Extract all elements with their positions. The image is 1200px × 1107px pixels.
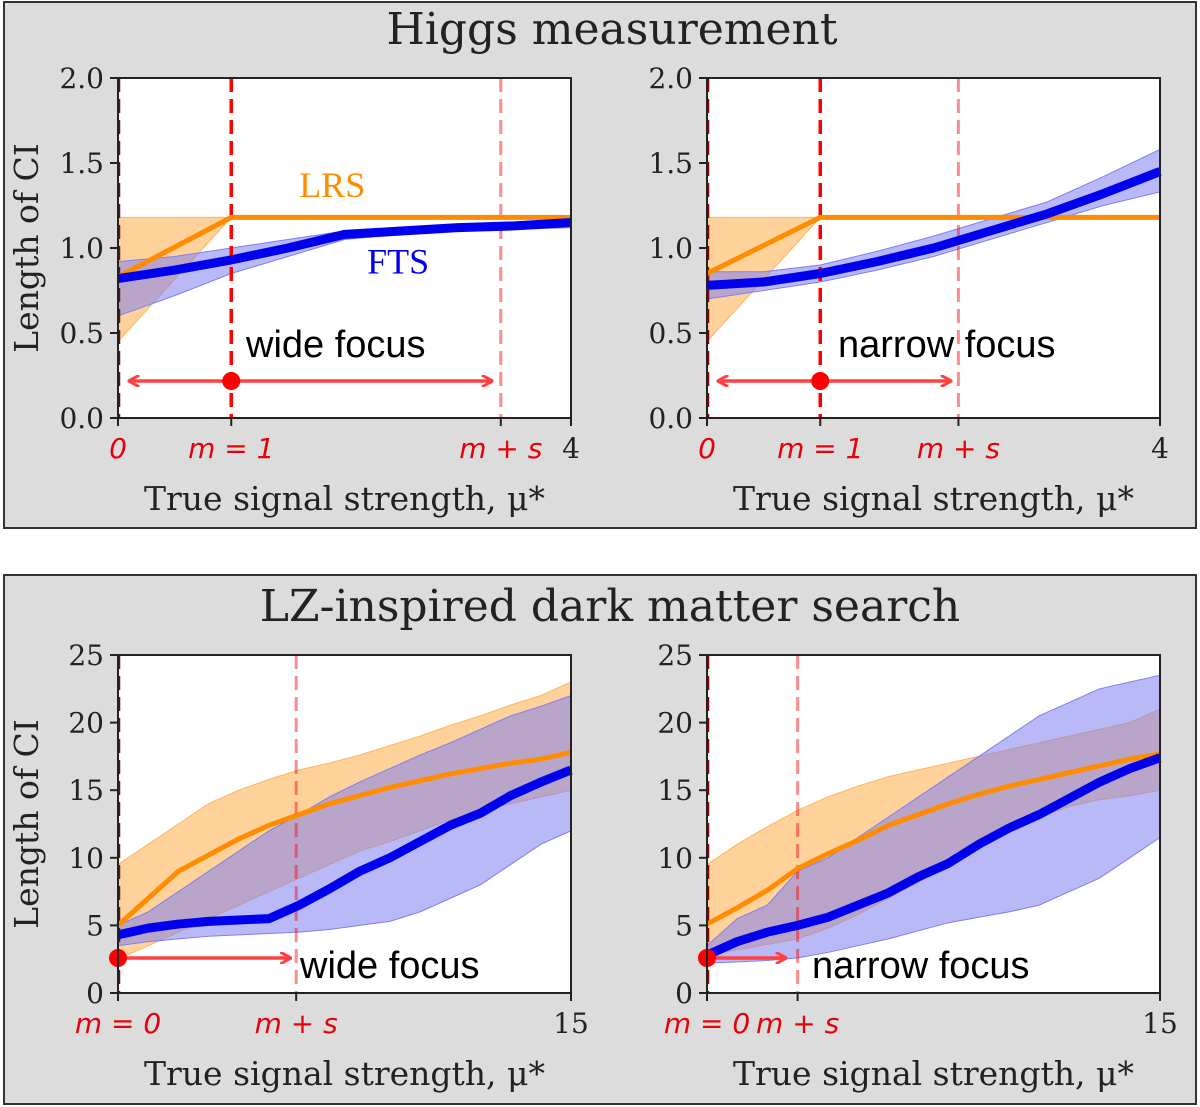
y-tick-label: 1.5 bbox=[648, 147, 693, 180]
section-title-dark-matter: LZ-inspired dark matter search bbox=[260, 581, 960, 632]
y-tick-label: 15 bbox=[68, 774, 104, 807]
series-line-fts bbox=[705, 753, 1162, 960]
series-line-fts bbox=[706, 167, 1162, 290]
x-tick-label: m = 0 bbox=[75, 1007, 161, 1040]
y-tick-label: 2.0 bbox=[648, 62, 693, 95]
series-line-lrs bbox=[116, 749, 572, 928]
y-tick-label: 2.0 bbox=[59, 62, 104, 95]
y-tick-label: 0.5 bbox=[59, 317, 104, 350]
y-tick-label: 10 bbox=[657, 842, 693, 875]
plot-frame bbox=[706, 654, 1161, 994]
x-tick-label: m + s bbox=[459, 432, 542, 465]
x-axis-label: True signal strength, μ* bbox=[144, 479, 545, 518]
focus-annotation: narrow focus bbox=[812, 945, 1030, 987]
y-tick-label: 0 bbox=[86, 977, 104, 1010]
y-tick-label: 0 bbox=[675, 977, 693, 1010]
x-tick-label: 4 bbox=[562, 432, 580, 465]
y-tick-label: 10 bbox=[68, 842, 104, 875]
series-label-fts: FTS bbox=[367, 242, 429, 282]
x-axis-label: True signal strength, μ* bbox=[733, 479, 1134, 518]
x-tick-label: m = 0 bbox=[664, 1007, 750, 1040]
series-line-lrs bbox=[705, 751, 1161, 927]
focus-annotation: narrow focus bbox=[838, 324, 1056, 366]
x-tick-label: 4 bbox=[1151, 432, 1169, 465]
focus-marker bbox=[811, 372, 830, 390]
series-line-lrs bbox=[116, 214, 571, 280]
x-tick-label: m + s bbox=[255, 1007, 338, 1040]
x-tick-label: 15 bbox=[1142, 1007, 1178, 1040]
x-tick-label: 0 bbox=[109, 432, 127, 465]
x-tick-label: 15 bbox=[553, 1007, 589, 1040]
y-tick-label: 5 bbox=[86, 909, 104, 942]
y-tick-label: 20 bbox=[68, 707, 104, 740]
focus-marker bbox=[222, 372, 241, 390]
x-tick-label: m = 1 bbox=[188, 432, 274, 465]
y-tick-label: 1.0 bbox=[648, 232, 693, 265]
x-tick-label: m + s bbox=[756, 1007, 839, 1040]
y-tick-label: 0.0 bbox=[648, 402, 693, 435]
x-axis-label: True signal strength, μ* bbox=[733, 1054, 1134, 1093]
y-tick-label: 25 bbox=[68, 639, 104, 672]
y-axis-label: Length of CI bbox=[7, 143, 46, 353]
focus-annotation: wide focus bbox=[299, 945, 480, 987]
x-tick-label: m + s bbox=[917, 432, 1000, 465]
section-title-higgs: Higgs measurement bbox=[386, 4, 837, 55]
x-tick-label: m = 1 bbox=[777, 432, 863, 465]
chart-1: narrow focus 0.0 0.5 1.0 1.5 2.0 0 m = 1 m + s 4T… bbox=[648, 62, 1168, 518]
y-tick-label: 1.5 bbox=[59, 147, 104, 180]
focus-annotation: wide focus bbox=[245, 324, 426, 366]
y-tick-label: 0.0 bbox=[59, 402, 104, 435]
y-tick-label: 5 bbox=[675, 909, 693, 942]
y-tick-label: 15 bbox=[657, 774, 693, 807]
x-axis-label: True signal strength, μ* bbox=[144, 1054, 545, 1093]
series-line-fts bbox=[117, 218, 572, 284]
series-line-lrs bbox=[705, 214, 1160, 276]
series-line-fts bbox=[117, 765, 573, 940]
plot-frame bbox=[117, 654, 572, 994]
series-label-lrs: LRS bbox=[299, 165, 365, 205]
y-tick-label: 25 bbox=[657, 639, 693, 672]
y-tick-label: 0.5 bbox=[648, 317, 693, 350]
y-tick-label: 1.0 bbox=[59, 232, 104, 265]
y-tick-label: 20 bbox=[657, 707, 693, 740]
y-axis-label: Length of CI bbox=[7, 719, 46, 929]
x-tick-label: 0 bbox=[698, 432, 716, 465]
